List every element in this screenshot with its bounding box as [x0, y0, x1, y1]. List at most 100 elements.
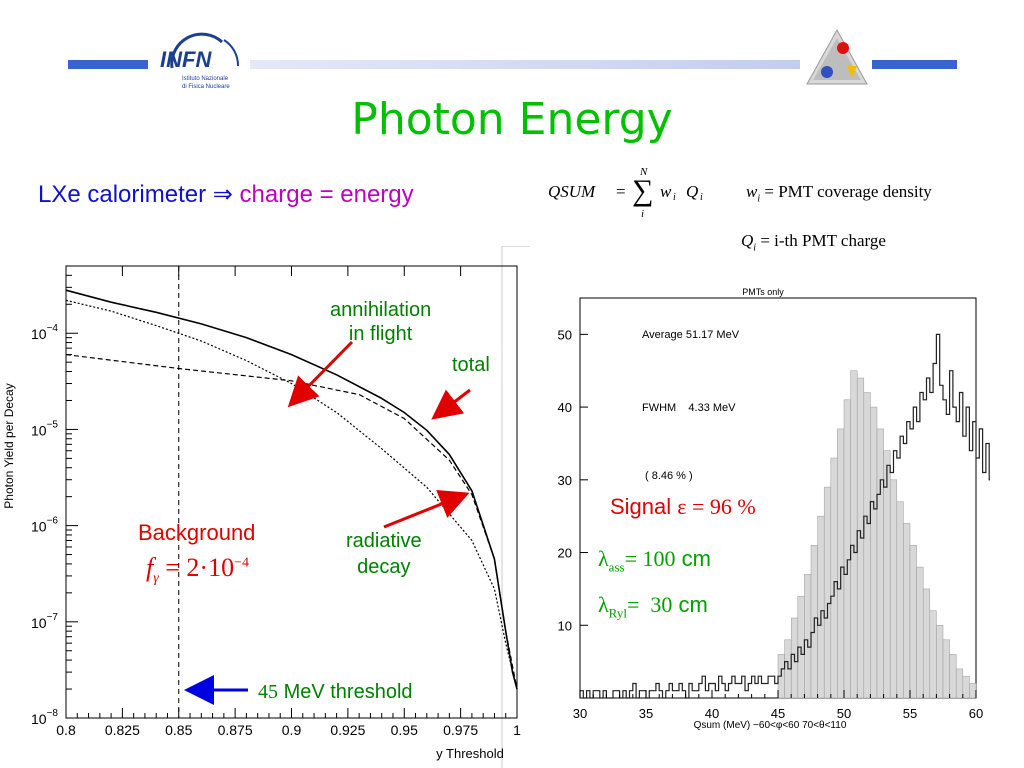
background-formula: fγ = 2·10−4	[146, 553, 249, 587]
histogram-fit-bar	[909, 545, 917, 699]
yield-y-tick-label: 10−6	[31, 516, 58, 535]
intro-arrow: ⇒	[212, 182, 233, 208]
histogram-fit-bar	[863, 392, 871, 699]
yield-series-dotted	[65, 299, 518, 690]
lambda-ass-sub: ass	[608, 559, 625, 575]
yield-series-dashed	[65, 354, 518, 690]
histogram-fit-bar	[962, 675, 970, 699]
annihilation-line-2: in flight	[348, 323, 413, 345]
bg-exp: −4	[234, 555, 249, 571]
header-band-middle	[250, 60, 800, 69]
histogram-y-tick-label: 20	[558, 546, 572, 561]
radiative-line-1: radiative	[346, 530, 422, 552]
histogram-x-tick-label: 55	[903, 706, 917, 721]
histogram-fit-bar	[969, 683, 977, 699]
q-sub: i	[753, 242, 757, 254]
histogram-fit-bar	[922, 588, 931, 699]
histogram-x-tick-label: 50	[837, 706, 851, 721]
histogram-fit-bar	[942, 639, 950, 699]
histogram-fit-bar	[870, 406, 878, 699]
histogram-y-tick-label: 40	[558, 400, 572, 415]
q-symbol: Q	[741, 231, 754, 250]
header-band-left	[68, 60, 148, 69]
histogram-y-tick-label: 10	[558, 618, 572, 633]
infn-logo-text: INFN	[160, 47, 212, 72]
histogram-x-tick-label: 40	[705, 706, 719, 721]
bg-rhs: = 2·10	[165, 553, 235, 582]
bg-f: f	[146, 553, 154, 582]
lambda-ryl-sub: Ryl	[608, 605, 627, 621]
sum-term-q: Q	[686, 182, 699, 201]
w-sub: i	[757, 193, 761, 205]
yield-series-group	[65, 289, 518, 690]
lambda-ass-value: = 100	[624, 546, 676, 571]
q-definition: Qi = i-th PMT charge	[741, 231, 886, 253]
histogram-x-tick-label: 35	[639, 706, 653, 721]
yield-x-tick-label: 1	[513, 722, 521, 738]
histogram-fit-bar	[876, 428, 884, 699]
histogram-y-tick-label: 30	[558, 473, 572, 488]
qsum-histogram: PMTs only 30 35 40 45 50 55 60 10 20 30 40 50 Avera…	[540, 284, 990, 736]
histogram-x-tick-label: 60	[969, 706, 983, 721]
sum-term-w: w	[660, 182, 672, 201]
histogram-title: PMTs only	[742, 287, 784, 297]
yield-ylabel: Photon Yield per Decay	[2, 383, 16, 508]
mu-e-gamma-logo	[805, 28, 869, 88]
histogram-fit-bar	[889, 479, 898, 699]
yield-x-tick-label: 0.925	[330, 722, 365, 738]
histogram-fit-bar	[843, 399, 851, 699]
histogram-fit-bar	[804, 574, 812, 699]
qsum-lhs: QSUM	[548, 182, 596, 201]
histogram-fit-bar	[883, 450, 891, 699]
threshold-text: MeV threshold	[283, 681, 413, 703]
yield-y-tick-label: 10−4	[31, 323, 58, 342]
mu-e-gamma-logo-icon	[806, 28, 868, 85]
histogram-ticks: 30 35 40 45 50 55 60 10 20 30 40 50	[558, 327, 984, 721]
radiative-line-2: decay	[357, 556, 411, 578]
yield-x-tick-label: 0.85	[165, 722, 192, 738]
yield-x-tick-label: 0.9	[282, 722, 302, 738]
infn-logo-icon: INFN Istituto Nazionale di Fisica Nuclea…	[160, 32, 240, 90]
histogram-x-tick-label: 45	[771, 706, 785, 721]
histogram-fit-bar	[929, 610, 937, 699]
infn-logo: INFN Istituto Nazionale di Fisica Nuclea…	[152, 30, 248, 94]
annihilation-line-1: annihilation	[330, 299, 432, 321]
yield-x-tick-label: 0.875	[218, 722, 253, 738]
lambda-ryl-value: = 30	[626, 592, 673, 617]
histogram-average: Average 51.17 MeV	[642, 329, 740, 341]
background-label: Background	[138, 520, 256, 545]
yield-x-tick-label: 0.95	[391, 722, 418, 738]
annihilation-label: annihilation in flight	[330, 298, 431, 346]
infn-logo-subtitle-1: Istituto Nazionale	[182, 76, 229, 82]
qsum-formula: QSUM = N ∑ i w i Q i	[548, 166, 728, 226]
yield-ticks-group: 0.8 0.825 0.85 0.875 0.9 0.925 0.95 0.975 1 10−8 1…	[31, 265, 521, 738]
yield-y-tick-label: 10−5	[31, 419, 58, 438]
yield-x-tick-label: 0.8	[56, 722, 76, 738]
q-text: = i-th PMT charge	[760, 231, 886, 250]
histogram-fit-bar	[830, 457, 838, 699]
signal-text: Signal	[610, 494, 672, 519]
bg-f-sub: γ	[153, 571, 159, 587]
sum-lower: i	[641, 208, 645, 220]
lambda-ryl-unit: cm	[678, 592, 708, 617]
lambda-ass-unit: cm	[681, 546, 711, 571]
histogram-fit-bar	[823, 486, 832, 699]
sum-term-w-sub: i	[673, 192, 676, 203]
histogram-fit-bar	[916, 566, 924, 699]
histogram-percent: ( 8.46 % )	[645, 470, 693, 482]
histogram-fwhm: FWHM 4.33 MeV	[642, 402, 736, 414]
sum-upper: N	[640, 166, 648, 178]
histogram-fit-bar	[896, 501, 904, 699]
histogram-xlabel: Qsum (MeV) −60<φ<60 70<θ<110	[694, 720, 847, 731]
yield-y-tick-label: 10−7	[31, 612, 58, 631]
histogram-bars	[579, 333, 990, 699]
histogram-x-tick-label: 30	[573, 706, 587, 721]
w-symbol: w	[746, 182, 758, 201]
intro-relation: charge = energy	[239, 181, 414, 208]
threshold-value: 45	[258, 681, 278, 703]
histogram-fit-bar	[903, 523, 911, 699]
histogram-fit-bar	[850, 370, 858, 699]
infn-logo-subtitle-2: di Fisica Nucleare	[182, 84, 230, 90]
histogram-fit-bar	[955, 668, 964, 699]
sum-term-q-sub: i	[700, 192, 703, 203]
